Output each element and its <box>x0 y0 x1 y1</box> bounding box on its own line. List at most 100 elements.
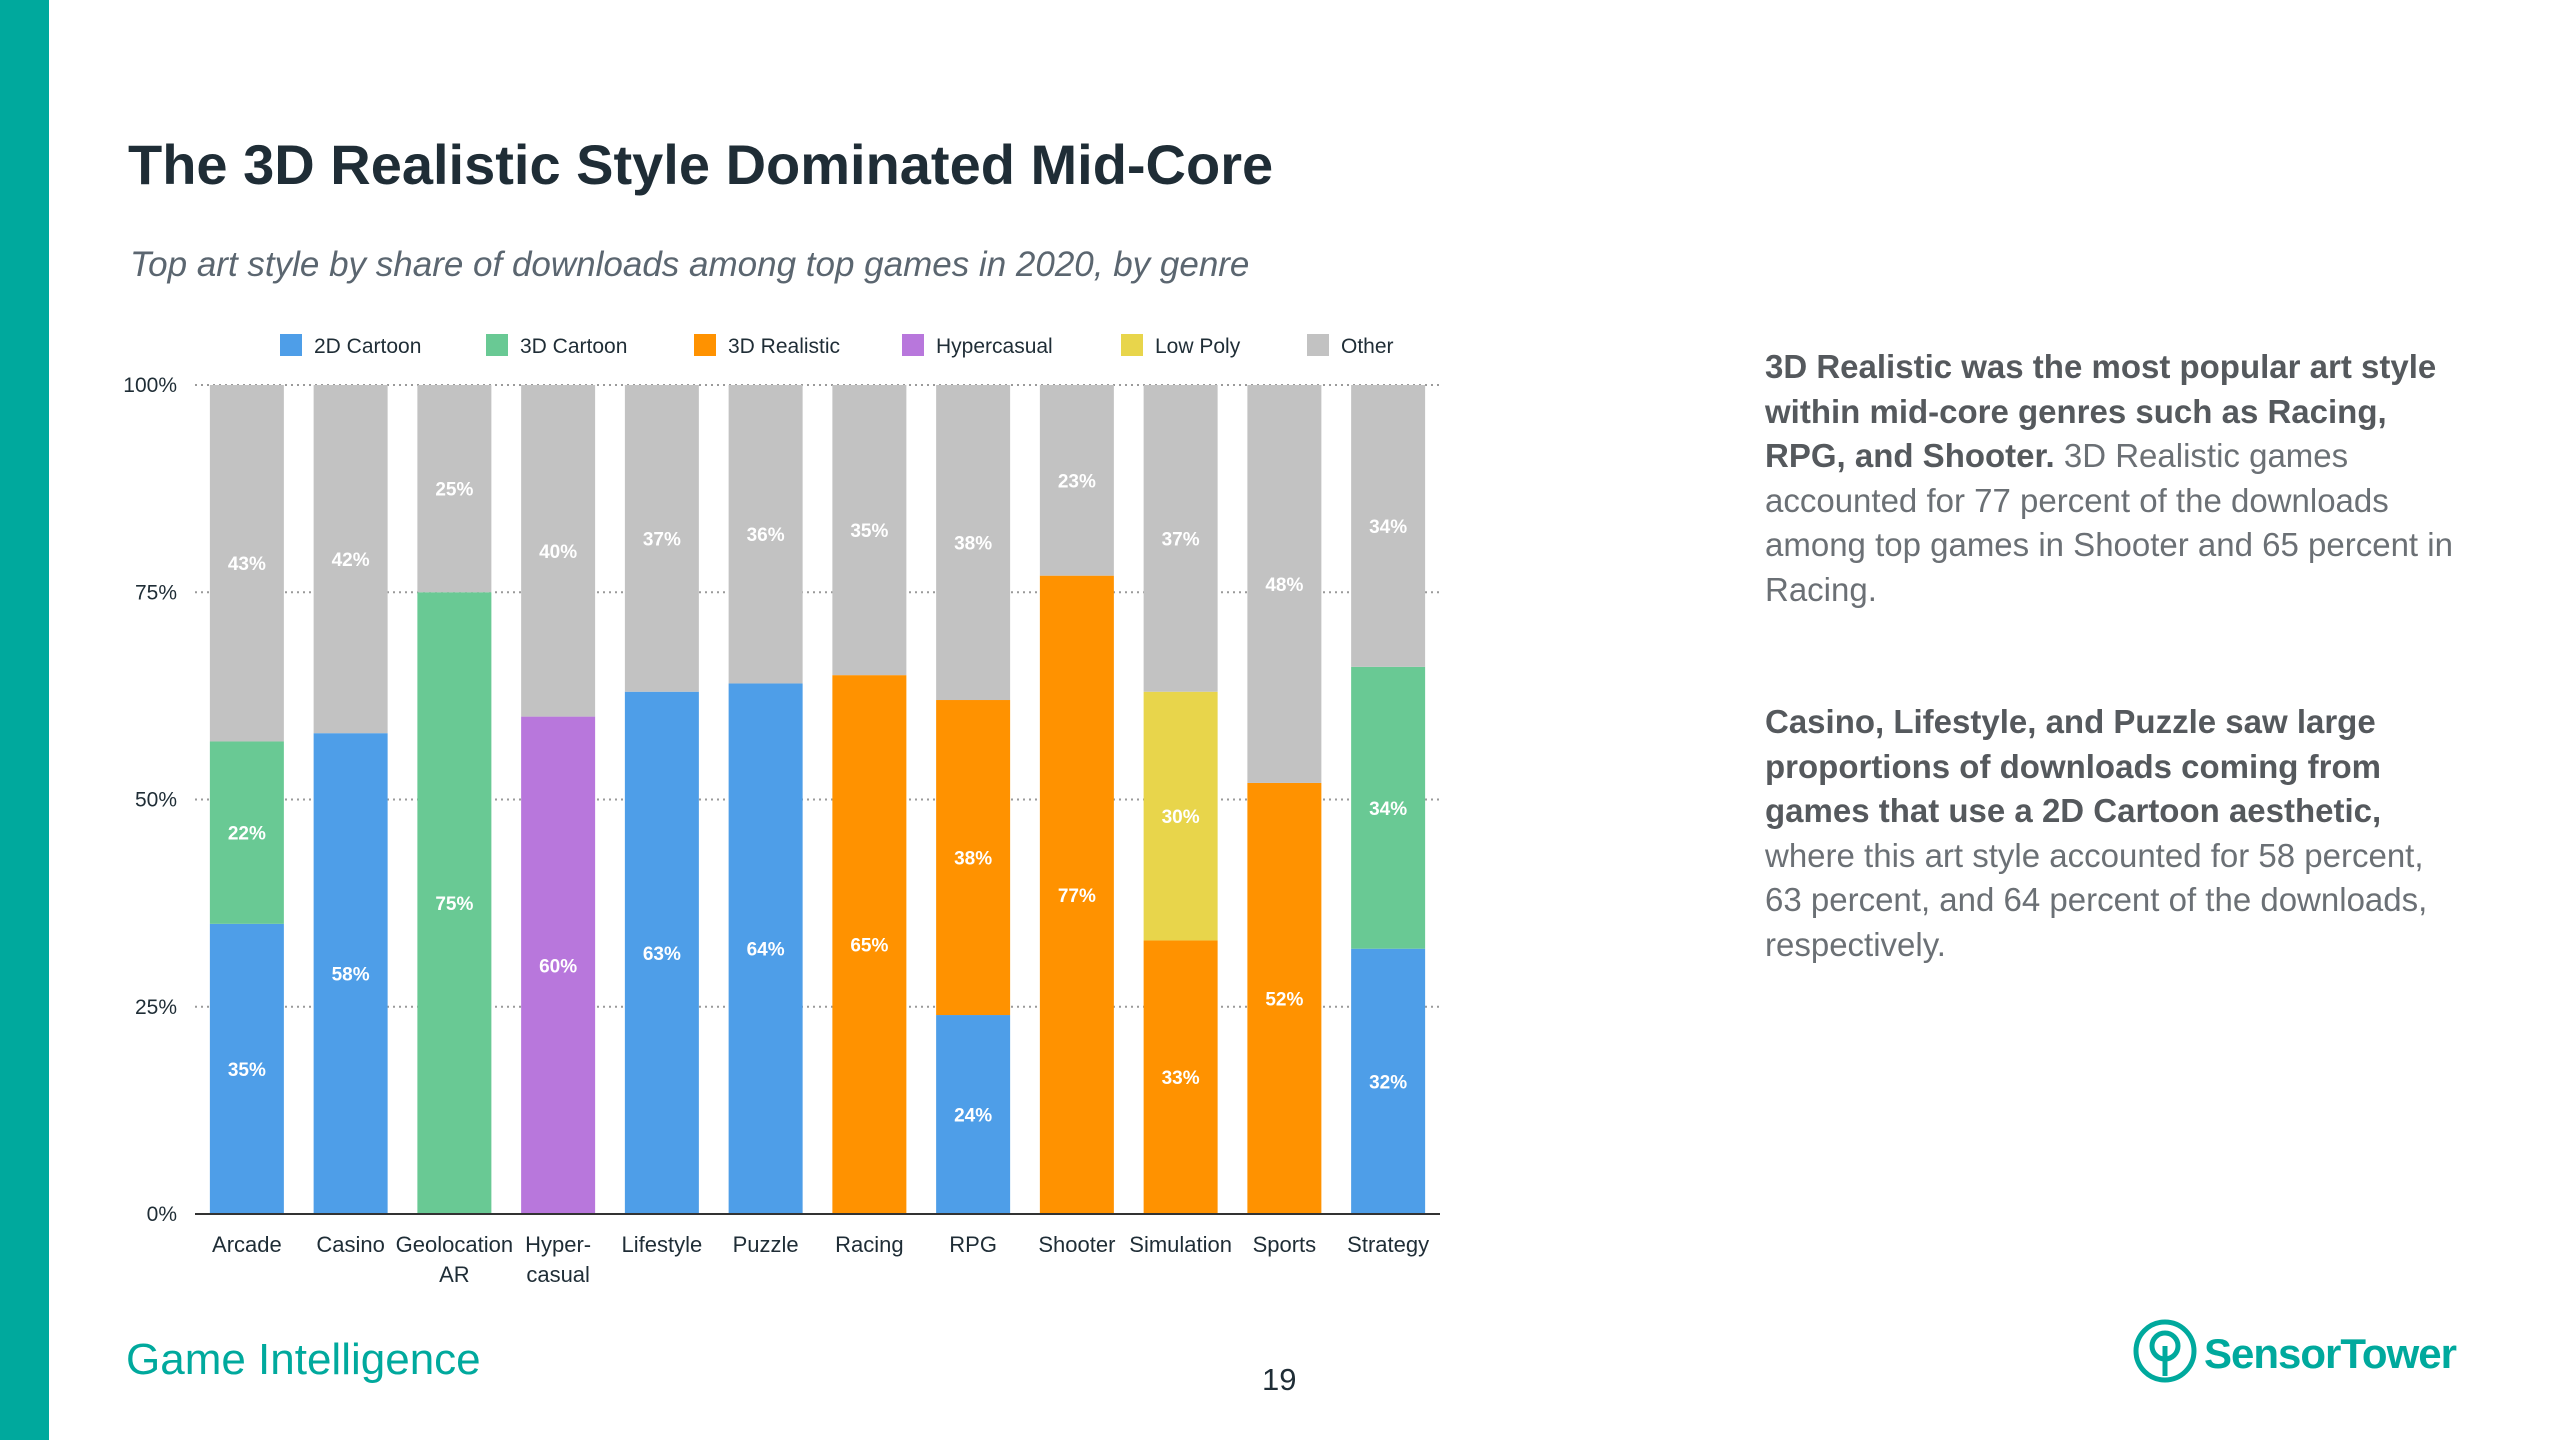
bar-segment <box>1351 948 1426 1214</box>
x-category-label: Puzzle <box>733 1232 799 1257</box>
data-label: 30% <box>1162 807 1200 828</box>
footer-brand: Game Intelligence <box>126 1335 481 1384</box>
sensor-tower-logo: SensorTower <box>2132 1318 2462 1390</box>
x-category-label: Simulation <box>1129 1232 1232 1257</box>
chart-subtitle: Top art style by share of downloads amon… <box>130 245 1250 284</box>
data-label: 24% <box>954 1106 992 1127</box>
insight-1-text: 3D Realistic games accounted for 77 perc… <box>1765 437 2453 608</box>
data-label: 37% <box>1162 529 1200 550</box>
insight-paragraph-2: Casino, Lifestyle, and Puzzle saw large … <box>1765 700 2465 967</box>
x-category-label: Arcade <box>212 1232 282 1257</box>
bar-segment <box>209 385 284 742</box>
legend-label: 3D Cartoon <box>520 335 627 358</box>
data-label: 38% <box>954 534 992 555</box>
bar-segment <box>417 592 492 1214</box>
insight-1-bold: 3D Realistic was the most popular art st… <box>1765 348 2437 474</box>
legend-swatch <box>486 334 508 356</box>
data-label: 48% <box>1265 575 1303 596</box>
data-label: 34% <box>1369 517 1407 538</box>
data-label: 77% <box>1058 886 1096 907</box>
bar-segment <box>1351 666 1426 949</box>
data-label: 35% <box>850 521 888 542</box>
data-label: 22% <box>228 824 266 845</box>
stacked-bar-chart: 0% 25% 50% 75% 100% 35% 22% 43% Arcade 58% 42% Casi… <box>123 334 1440 1287</box>
x-category-label: Sports <box>1253 1232 1317 1257</box>
data-label: 64% <box>747 940 785 961</box>
page-number: 19 <box>1262 1362 1297 1397</box>
data-label: 37% <box>643 529 681 550</box>
x-category-label: Strategy <box>1347 1232 1429 1257</box>
bar-segment <box>1039 575 1114 1214</box>
x-category-label: Racing <box>835 1232 903 1257</box>
bar-segment <box>521 385 596 717</box>
x-category-label: Lifestyle <box>622 1232 703 1257</box>
data-label: 38% <box>954 849 992 870</box>
data-label: 34% <box>1369 799 1407 820</box>
data-label: 32% <box>1369 1072 1407 1093</box>
bar-segment <box>209 741 284 924</box>
data-label: 43% <box>228 554 266 575</box>
bar-segment <box>936 1015 1011 1214</box>
bar-segment <box>1143 940 1218 1214</box>
bar-segment <box>313 733 388 1214</box>
sensor-tower-logo-icon <box>2133 1319 2197 1383</box>
x-category-label: Geolocation <box>396 1232 513 1257</box>
bar-segment <box>936 700 1011 1016</box>
y-tick-label: 0% <box>147 1203 177 1226</box>
x-category-label: casual <box>526 1262 590 1287</box>
data-label: 63% <box>643 944 681 965</box>
bar-segment <box>832 675 907 1214</box>
data-label: 75% <box>435 894 473 915</box>
data-label: 23% <box>1058 471 1096 492</box>
insight-2-bold: Casino, Lifestyle, and Puzzle saw large … <box>1765 703 2382 829</box>
bar-segment <box>624 385 699 692</box>
y-tick-label: 25% <box>135 996 177 1019</box>
data-label: 52% <box>1265 989 1303 1010</box>
data-label: 25% <box>435 480 473 501</box>
data-label: 60% <box>539 956 577 977</box>
x-category-label: AR <box>439 1262 470 1287</box>
bar-segment <box>1039 385 1114 576</box>
x-category-label: Hyper- <box>525 1232 591 1257</box>
legend-label: Low Poly <box>1155 335 1241 358</box>
bar-segment <box>521 716 596 1214</box>
x-category-label: RPG <box>949 1232 997 1257</box>
accent-bar <box>0 0 49 1440</box>
bar-segment <box>624 691 699 1214</box>
data-label: 65% <box>850 936 888 957</box>
bar-segment <box>1351 385 1426 667</box>
sensor-tower-logo-text: SensorTower <box>2204 1330 2457 1377</box>
legend-swatch <box>902 334 924 356</box>
bar-segment <box>832 385 907 676</box>
legend-swatch <box>694 334 716 356</box>
data-label: 58% <box>332 965 370 986</box>
legend-label: 2D Cartoon <box>314 335 421 358</box>
data-label: 40% <box>539 542 577 563</box>
legend-label: Other <box>1341 335 1394 358</box>
bar-segment <box>417 385 492 593</box>
bar-segment <box>209 923 284 1214</box>
insight-2-text: where this art style accounted for 58 pe… <box>1765 836 2428 963</box>
legend-swatch <box>1121 334 1143 356</box>
legend-label: 3D Realistic <box>728 335 840 358</box>
x-category-label: Shooter <box>1038 1232 1115 1257</box>
bar-segment <box>1143 691 1218 941</box>
data-label: 33% <box>1162 1068 1200 1089</box>
bar-segment <box>936 385 1011 701</box>
legend-swatch <box>280 334 302 356</box>
legend-swatch <box>1307 334 1329 356</box>
bar-segment <box>313 385 388 734</box>
page-title: The 3D Realistic Style Dominated Mid-Cor… <box>128 133 1274 196</box>
y-tick-label: 50% <box>135 789 177 812</box>
bar-segment <box>728 385 803 684</box>
y-tick-label: 75% <box>135 581 177 604</box>
x-category-label: Casino <box>316 1232 384 1257</box>
y-tick-label: 100% <box>123 374 177 397</box>
insight-paragraph-1: 3D Realistic was the most popular art st… <box>1765 345 2465 612</box>
data-label: 36% <box>747 525 785 546</box>
data-label: 42% <box>332 550 370 571</box>
bar-segment <box>1143 385 1218 692</box>
bar-segment <box>1247 385 1322 783</box>
legend-label: Hypercasual <box>936 335 1053 358</box>
bar-segment <box>1247 782 1322 1214</box>
